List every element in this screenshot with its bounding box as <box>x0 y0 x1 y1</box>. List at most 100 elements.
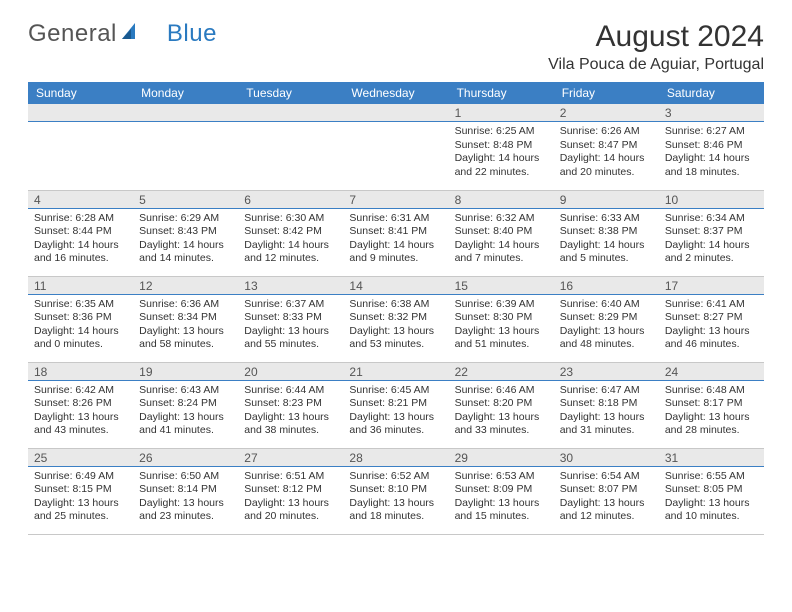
sunrise-text: Sunrise: 6:36 AM <box>139 298 232 312</box>
sunrise-text: Sunrise: 6:44 AM <box>244 384 337 398</box>
sunrise-text: Sunrise: 6:30 AM <box>244 212 337 226</box>
daylight-text: Daylight: 13 hours and 38 minutes. <box>244 411 337 438</box>
day-number: 5 <box>133 191 238 209</box>
sunrise-text: Sunrise: 6:50 AM <box>139 470 232 484</box>
day-body: Sunrise: 6:42 AMSunset: 8:26 PMDaylight:… <box>28 381 133 441</box>
day-body: Sunrise: 6:35 AMSunset: 8:36 PMDaylight:… <box>28 295 133 355</box>
day-cell: 3Sunrise: 6:27 AMSunset: 8:46 PMDaylight… <box>659 104 764 190</box>
day-body: Sunrise: 6:26 AMSunset: 8:47 PMDaylight:… <box>554 122 659 182</box>
day-cell: 1Sunrise: 6:25 AMSunset: 8:48 PMDaylight… <box>449 104 554 190</box>
title-block: August 2024 Vila Pouca de Aguiar, Portug… <box>548 20 764 74</box>
day-header: Saturday <box>659 82 764 104</box>
day-number: 14 <box>343 277 448 295</box>
day-cell: 10Sunrise: 6:34 AMSunset: 8:37 PMDayligh… <box>659 190 764 276</box>
day-body: Sunrise: 6:54 AMSunset: 8:07 PMDaylight:… <box>554 467 659 527</box>
location: Vila Pouca de Aguiar, Portugal <box>548 56 764 74</box>
sunrise-text: Sunrise: 6:37 AM <box>244 298 337 312</box>
sunset-text: Sunset: 8:46 PM <box>665 139 758 153</box>
daylight-text: Daylight: 13 hours and 31 minutes. <box>560 411 653 438</box>
day-number: 6 <box>238 191 343 209</box>
day-cell: 14Sunrise: 6:38 AMSunset: 8:32 PMDayligh… <box>343 276 448 362</box>
daylight-text: Daylight: 13 hours and 28 minutes. <box>665 411 758 438</box>
day-cell: 22Sunrise: 6:46 AMSunset: 8:20 PMDayligh… <box>449 362 554 448</box>
sunset-text: Sunset: 8:41 PM <box>349 225 442 239</box>
daylight-text: Daylight: 14 hours and 18 minutes. <box>665 152 758 179</box>
daylight-text: Daylight: 14 hours and 2 minutes. <box>665 239 758 266</box>
daylight-text: Daylight: 14 hours and 7 minutes. <box>455 239 548 266</box>
sunset-text: Sunset: 8:29 PM <box>560 311 653 325</box>
daylight-text: Daylight: 14 hours and 14 minutes. <box>139 239 232 266</box>
day-header: Thursday <box>449 82 554 104</box>
day-number <box>238 104 343 122</box>
sunset-text: Sunset: 8:40 PM <box>455 225 548 239</box>
sunrise-text: Sunrise: 6:34 AM <box>665 212 758 226</box>
sunset-text: Sunset: 8:44 PM <box>34 225 127 239</box>
day-number: 7 <box>343 191 448 209</box>
sunrise-text: Sunrise: 6:55 AM <box>665 470 758 484</box>
day-body: Sunrise: 6:48 AMSunset: 8:17 PMDaylight:… <box>659 381 764 441</box>
sunrise-text: Sunrise: 6:40 AM <box>560 298 653 312</box>
day-cell: 30Sunrise: 6:54 AMSunset: 8:07 PMDayligh… <box>554 448 659 534</box>
day-cell: 31Sunrise: 6:55 AMSunset: 8:05 PMDayligh… <box>659 448 764 534</box>
sunrise-text: Sunrise: 6:45 AM <box>349 384 442 398</box>
day-number: 4 <box>28 191 133 209</box>
sunset-text: Sunset: 8:33 PM <box>244 311 337 325</box>
day-number <box>28 104 133 122</box>
sunset-text: Sunset: 8:07 PM <box>560 483 653 497</box>
day-number: 23 <box>554 363 659 381</box>
sunset-text: Sunset: 8:24 PM <box>139 397 232 411</box>
day-cell: 13Sunrise: 6:37 AMSunset: 8:33 PMDayligh… <box>238 276 343 362</box>
daylight-text: Daylight: 14 hours and 0 minutes. <box>34 325 127 352</box>
day-number: 2 <box>554 104 659 122</box>
daylight-text: Daylight: 13 hours and 15 minutes. <box>455 497 548 524</box>
daylight-text: Daylight: 13 hours and 36 minutes. <box>349 411 442 438</box>
sunset-text: Sunset: 8:18 PM <box>560 397 653 411</box>
day-number: 19 <box>133 363 238 381</box>
month-title: August 2024 <box>548 20 764 54</box>
daylight-text: Daylight: 13 hours and 55 minutes. <box>244 325 337 352</box>
sunrise-text: Sunrise: 6:54 AM <box>560 470 653 484</box>
sunset-text: Sunset: 8:05 PM <box>665 483 758 497</box>
day-body: Sunrise: 6:47 AMSunset: 8:18 PMDaylight:… <box>554 381 659 441</box>
day-cell: 17Sunrise: 6:41 AMSunset: 8:27 PMDayligh… <box>659 276 764 362</box>
day-cell: 12Sunrise: 6:36 AMSunset: 8:34 PMDayligh… <box>133 276 238 362</box>
day-cell: 5Sunrise: 6:29 AMSunset: 8:43 PMDaylight… <box>133 190 238 276</box>
day-header-row: Sunday Monday Tuesday Wednesday Thursday… <box>28 82 764 104</box>
day-number: 15 <box>449 277 554 295</box>
sunrise-text: Sunrise: 6:41 AM <box>665 298 758 312</box>
day-header: Friday <box>554 82 659 104</box>
day-header: Wednesday <box>343 82 448 104</box>
sunset-text: Sunset: 8:48 PM <box>455 139 548 153</box>
day-cell: 18Sunrise: 6:42 AMSunset: 8:26 PMDayligh… <box>28 362 133 448</box>
sunrise-text: Sunrise: 6:51 AM <box>244 470 337 484</box>
day-body: Sunrise: 6:39 AMSunset: 8:30 PMDaylight:… <box>449 295 554 355</box>
daylight-text: Daylight: 13 hours and 25 minutes. <box>34 497 127 524</box>
sunset-text: Sunset: 8:47 PM <box>560 139 653 153</box>
day-number: 10 <box>659 191 764 209</box>
daylight-text: Daylight: 13 hours and 12 minutes. <box>560 497 653 524</box>
day-cell: 21Sunrise: 6:45 AMSunset: 8:21 PMDayligh… <box>343 362 448 448</box>
day-number: 16 <box>554 277 659 295</box>
day-cell: 20Sunrise: 6:44 AMSunset: 8:23 PMDayligh… <box>238 362 343 448</box>
day-body: Sunrise: 6:40 AMSunset: 8:29 PMDaylight:… <box>554 295 659 355</box>
day-number: 27 <box>238 449 343 467</box>
day-number <box>133 104 238 122</box>
daylight-text: Daylight: 14 hours and 5 minutes. <box>560 239 653 266</box>
daylight-text: Daylight: 13 hours and 10 minutes. <box>665 497 758 524</box>
sunrise-text: Sunrise: 6:53 AM <box>455 470 548 484</box>
day-number: 11 <box>28 277 133 295</box>
daylight-text: Daylight: 13 hours and 51 minutes. <box>455 325 548 352</box>
day-number: 20 <box>238 363 343 381</box>
week-row: 4Sunrise: 6:28 AMSunset: 8:44 PMDaylight… <box>28 190 764 276</box>
sunrise-text: Sunrise: 6:32 AM <box>455 212 548 226</box>
daylight-text: Daylight: 13 hours and 58 minutes. <box>139 325 232 352</box>
sunset-text: Sunset: 8:12 PM <box>244 483 337 497</box>
sunset-text: Sunset: 8:27 PM <box>665 311 758 325</box>
day-body: Sunrise: 6:46 AMSunset: 8:20 PMDaylight:… <box>449 381 554 441</box>
sunset-text: Sunset: 8:21 PM <box>349 397 442 411</box>
day-header: Sunday <box>28 82 133 104</box>
sunrise-text: Sunrise: 6:29 AM <box>139 212 232 226</box>
logo-text-b: Blue <box>167 20 217 48</box>
day-body: Sunrise: 6:30 AMSunset: 8:42 PMDaylight:… <box>238 209 343 269</box>
daylight-text: Daylight: 13 hours and 20 minutes. <box>244 497 337 524</box>
